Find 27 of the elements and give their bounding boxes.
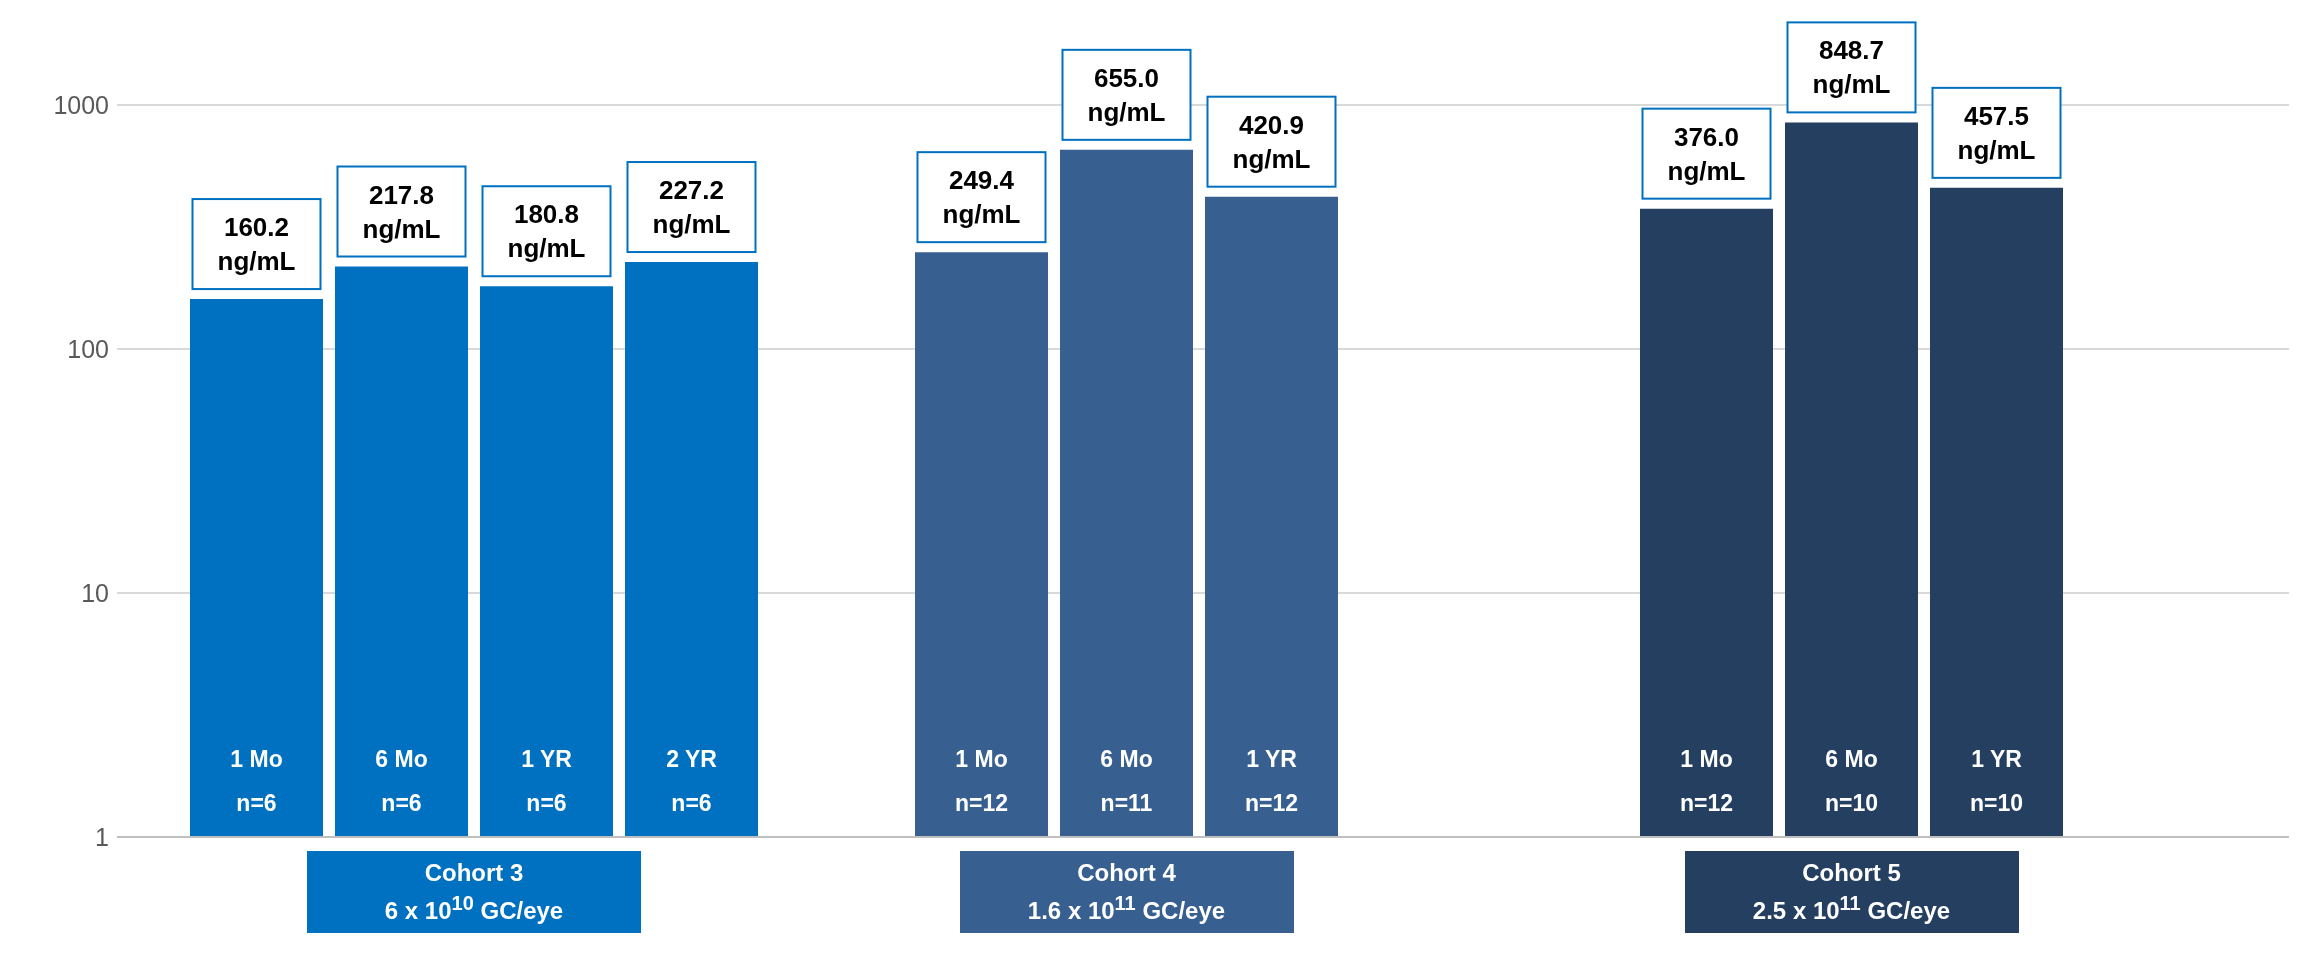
text: Cohort 5 2.5 x 10$^{11}$ GC/eye bbox=[1751, 858, 1952, 926]
data-label: 655.0 ng/mL bbox=[1087, 62, 1166, 127]
x-tick-label: 6 Mo n=10 bbox=[1824, 746, 1879, 816]
x-tick-label: 1 Mo n=12 bbox=[954, 746, 1009, 816]
data-label: 227.2 ng/mL bbox=[652, 175, 731, 240]
x-tick-label: 1 Mo n=6 bbox=[230, 746, 283, 816]
x-tick-label: 6 Mo n=11 bbox=[1100, 746, 1153, 816]
data-label: 376.0 ng/mL bbox=[1667, 121, 1746, 186]
y-tick-label: 100 bbox=[67, 334, 109, 363]
data-label: 180.8 ng/mL bbox=[507, 199, 586, 264]
x-tick-label: 2 YR n=6 bbox=[666, 746, 718, 816]
data-label: 457.5 ng/mL bbox=[1957, 100, 2036, 165]
y-tick-label: 1000 bbox=[53, 90, 109, 119]
x-tick-label: 1 YR n=10 bbox=[1969, 746, 2024, 816]
data-label: 249.4 ng/mL bbox=[942, 165, 1021, 230]
data-label: 420.9 ng/mL bbox=[1232, 109, 1311, 174]
x-tick-label: 6 Mo n=6 bbox=[375, 746, 428, 816]
text: Cohort 4 1.6 x 10$^{11}$ GC/eye bbox=[1026, 858, 1227, 926]
data-label: 160.2 ng/mL bbox=[217, 212, 296, 277]
data-label: 217.8 ng/mL bbox=[362, 179, 441, 244]
x-tick-label: 1 YR n=6 bbox=[521, 746, 573, 816]
text: Cohort 3 6 x 10$^{10}$ GC/eye bbox=[383, 858, 565, 926]
y-tick-label: 1 bbox=[95, 822, 109, 851]
x-tick-label: 1 Mo n=12 bbox=[1679, 746, 1734, 816]
data-label: 848.7 ng/mL bbox=[1812, 35, 1891, 100]
x-tick-label: 1 YR n=12 bbox=[1244, 746, 1299, 816]
y-tick-label: 10 bbox=[81, 578, 109, 607]
